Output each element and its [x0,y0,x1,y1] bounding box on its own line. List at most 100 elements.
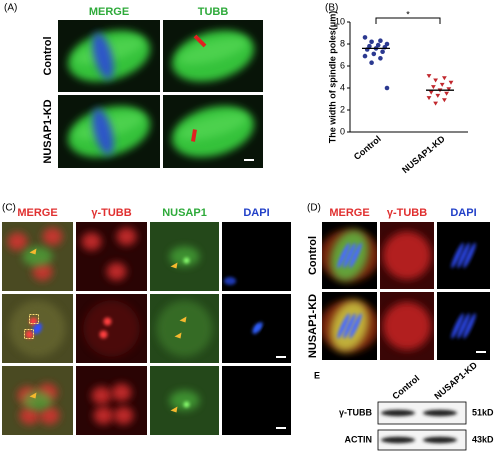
blob [91,386,112,405]
point [378,38,383,43]
column-header: γ-TUBB [91,207,131,219]
zoom-box [24,329,34,339]
y-tick-label: 10 [335,16,345,26]
point [426,74,432,79]
blob [42,227,63,246]
point [369,60,374,65]
row-label: ACTIN [345,434,373,444]
column-header: NUSAP1 [162,207,207,219]
column-header: MERGE [89,6,129,18]
blob [183,257,190,264]
band [381,436,415,444]
micrograph [150,366,219,435]
panel-label: (D) [307,203,321,214]
point [371,51,377,57]
blob [451,242,464,269]
y-tick-label: 4 [340,82,345,92]
micrograph [380,222,434,289]
point [380,49,385,54]
significance: * [406,9,410,19]
size-label: 51kD [472,407,494,417]
column-header: TUBB [198,6,229,18]
lane-label: Control [390,373,421,401]
blob [183,401,190,408]
micrograph [150,294,219,363]
column-header: DAPI [450,207,476,219]
blob [349,242,362,269]
blob [111,383,132,402]
blob [463,313,476,339]
band [423,409,457,417]
point [439,82,445,87]
lane-label: NUSAP1-KD [432,360,479,402]
point [384,41,390,47]
blob [457,313,470,339]
blob [169,246,200,267]
point [433,78,438,83]
blob [22,390,53,411]
blob [93,406,114,425]
band [423,436,457,444]
size-label: 43kD [472,434,494,444]
blob [451,313,464,339]
blob [463,242,476,269]
arrow-head [174,332,182,339]
micrograph [437,222,490,289]
blob [81,232,102,251]
micrograph [380,292,434,360]
panel-label: (C) [2,203,16,214]
blob [32,262,53,281]
measure-mark [193,34,207,48]
blob [457,242,470,269]
blot-frame [377,429,467,451]
blob [106,262,127,281]
micrograph [322,222,377,289]
micrograph [2,366,73,435]
point [362,35,368,40]
blob [337,313,350,339]
point [442,76,447,81]
arrow-head [29,392,37,399]
significance-bracket [375,17,441,24]
blob [179,37,247,65]
blob [383,302,431,350]
column-header: DAPI [243,207,269,219]
blob [92,32,114,80]
zoom-box [29,314,39,324]
image-bg [76,366,147,435]
y-tick-label: 6 [340,60,345,70]
micrograph [58,20,160,92]
point [426,96,432,101]
row-header: Control [307,236,319,275]
y-tick-label: 0 [340,126,345,136]
point [433,101,438,106]
blob [113,406,134,425]
row-header: Control [42,36,54,75]
blob [256,322,263,331]
micrograph [150,222,219,291]
point [384,85,390,91]
arrow-head [29,248,37,255]
blob [103,317,112,326]
point [378,56,383,61]
micrograph [322,292,377,360]
arrow-head [170,406,178,413]
micrograph [2,294,73,363]
column-header: MERGE [329,207,369,219]
point [442,98,447,103]
arrow-head [179,316,187,323]
point [428,90,434,95]
row-header: NUSAP1-KD [307,294,319,358]
blot-frame [377,401,467,425]
micrograph [163,20,263,92]
blob [39,406,60,425]
image-bg [76,222,147,291]
point [444,91,449,96]
column-header: MERGE [17,207,57,219]
micrograph [163,95,263,168]
micrograph [437,292,490,360]
blob [32,322,43,335]
measure-mark [191,129,197,142]
blob [156,300,213,357]
row-label: γ-TUBB [339,407,372,417]
